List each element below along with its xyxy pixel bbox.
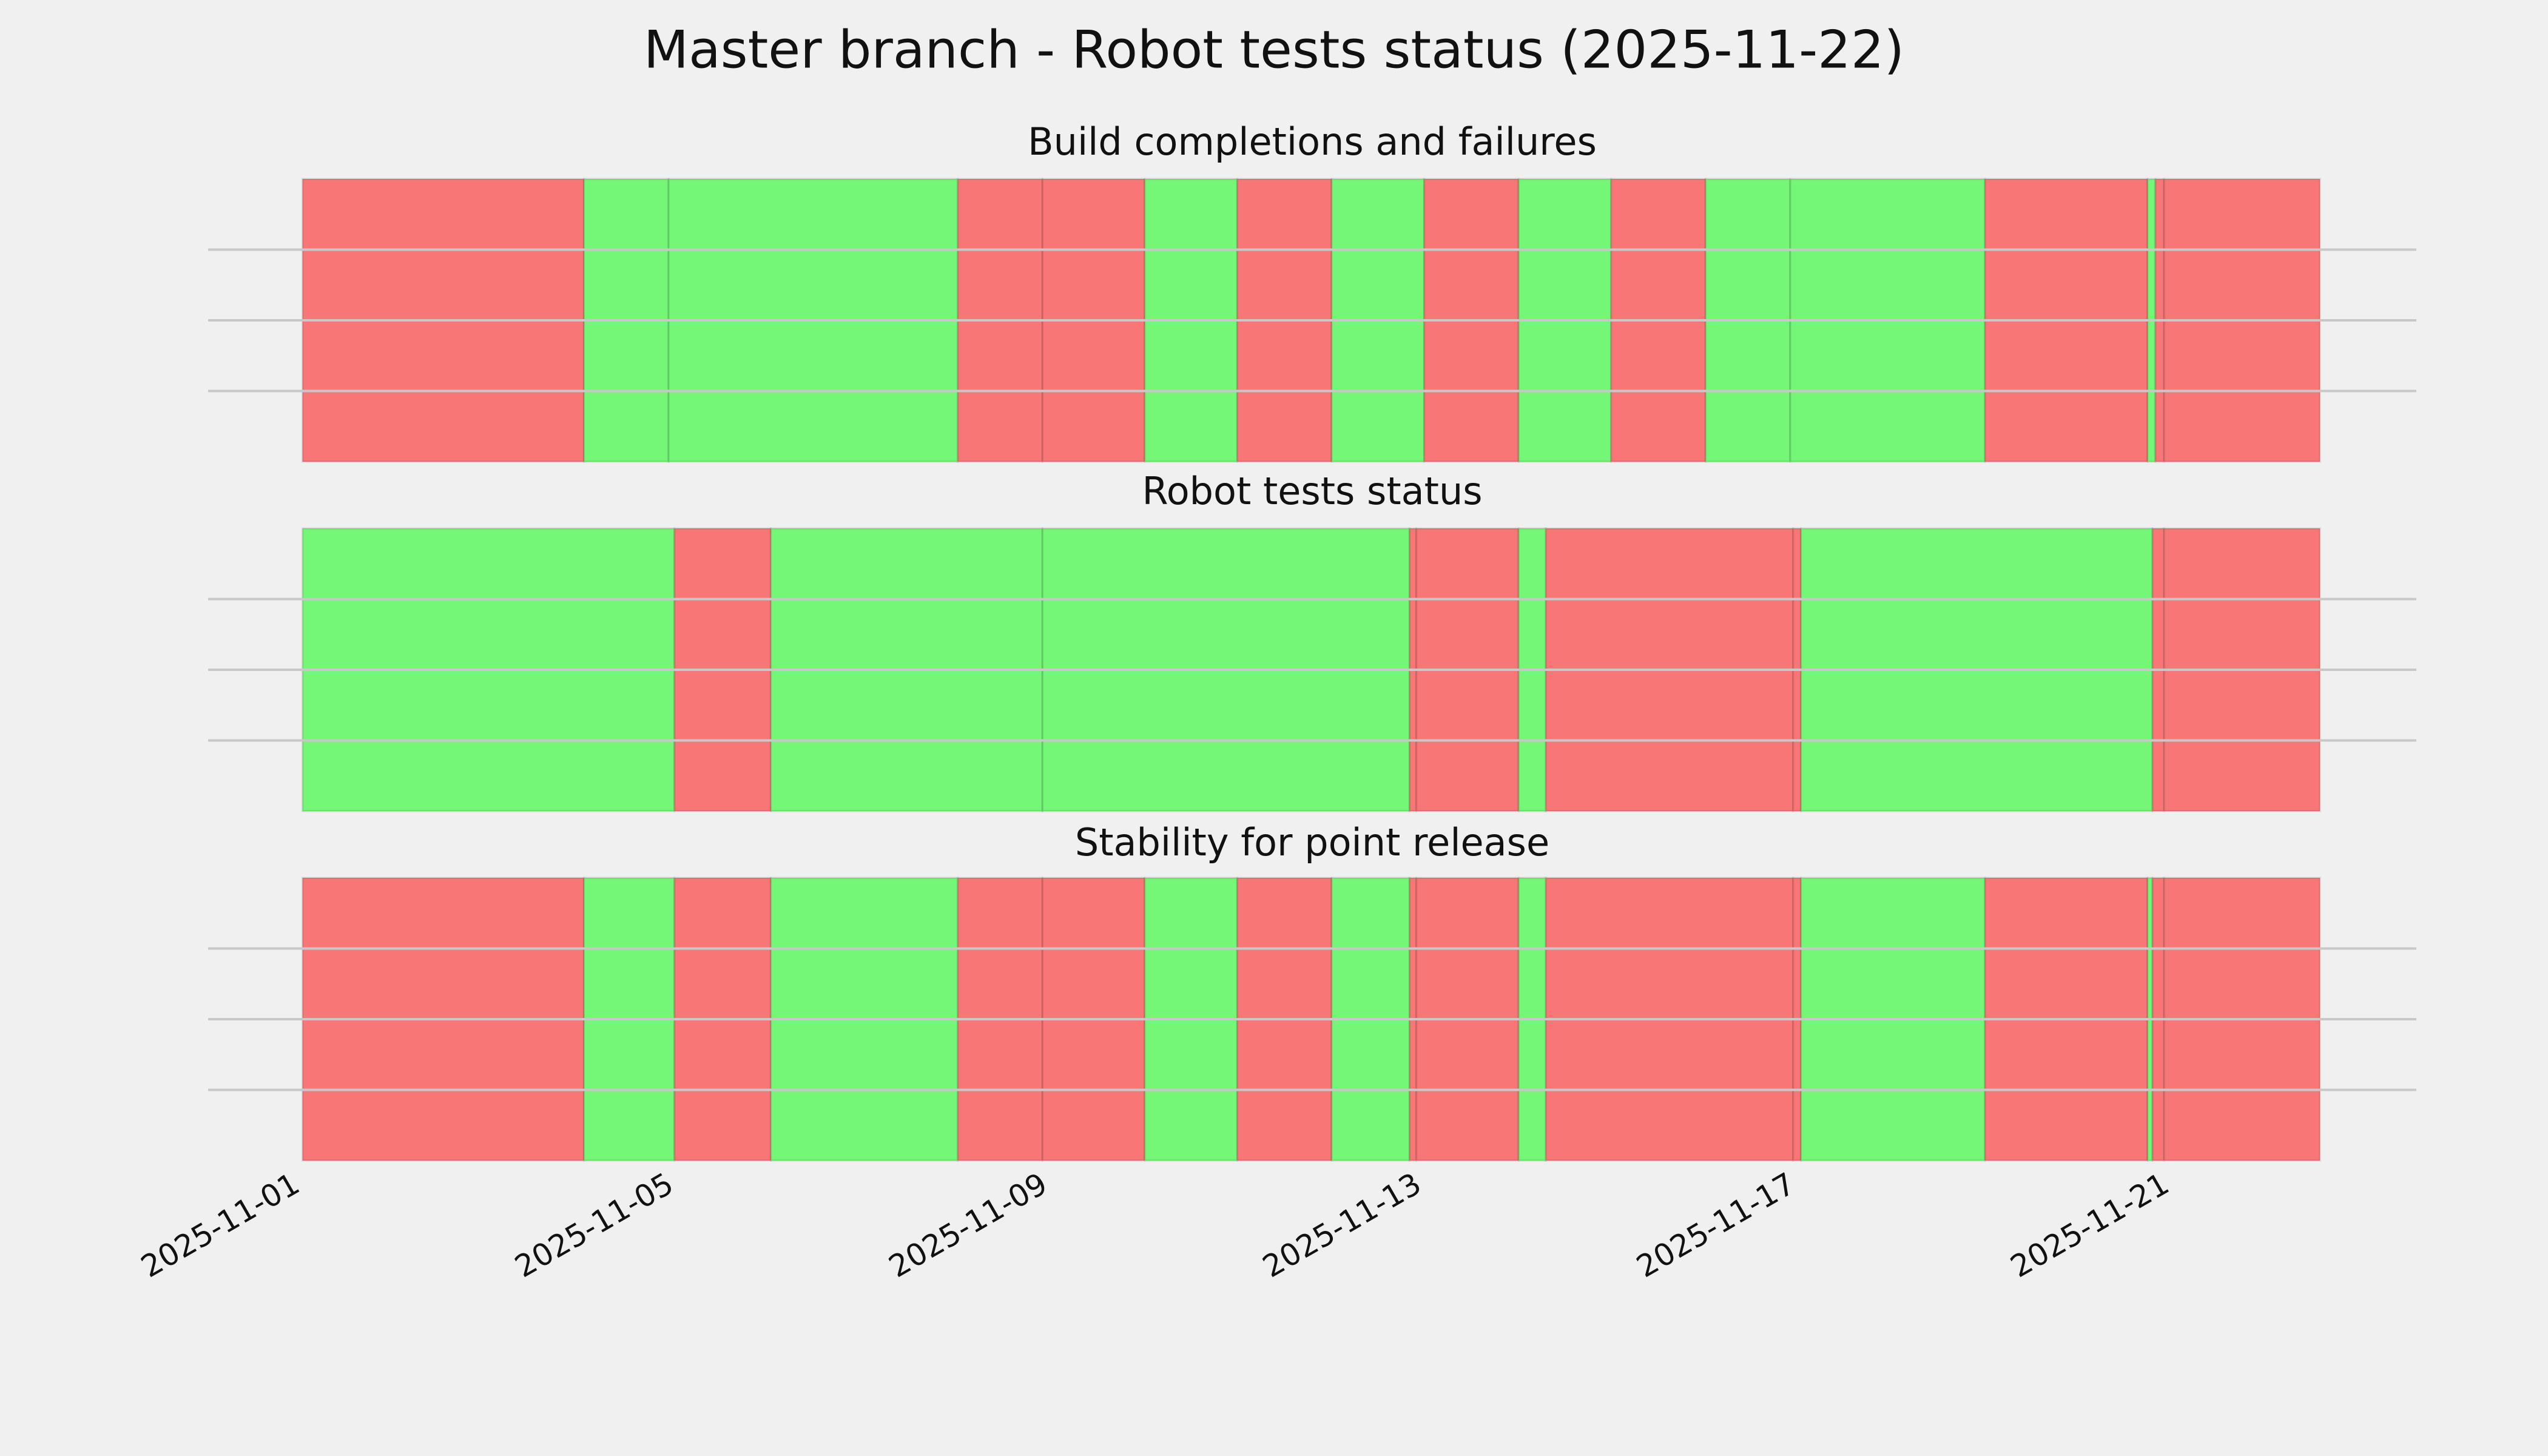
subplot-title: Stability for point release: [1075, 820, 1549, 864]
subplot-title: Build completions and failures: [1028, 120, 1597, 164]
chart-title: Master branch - Robot tests status (2025…: [644, 19, 1904, 80]
subplot-title: Robot tests status: [1142, 469, 1482, 513]
